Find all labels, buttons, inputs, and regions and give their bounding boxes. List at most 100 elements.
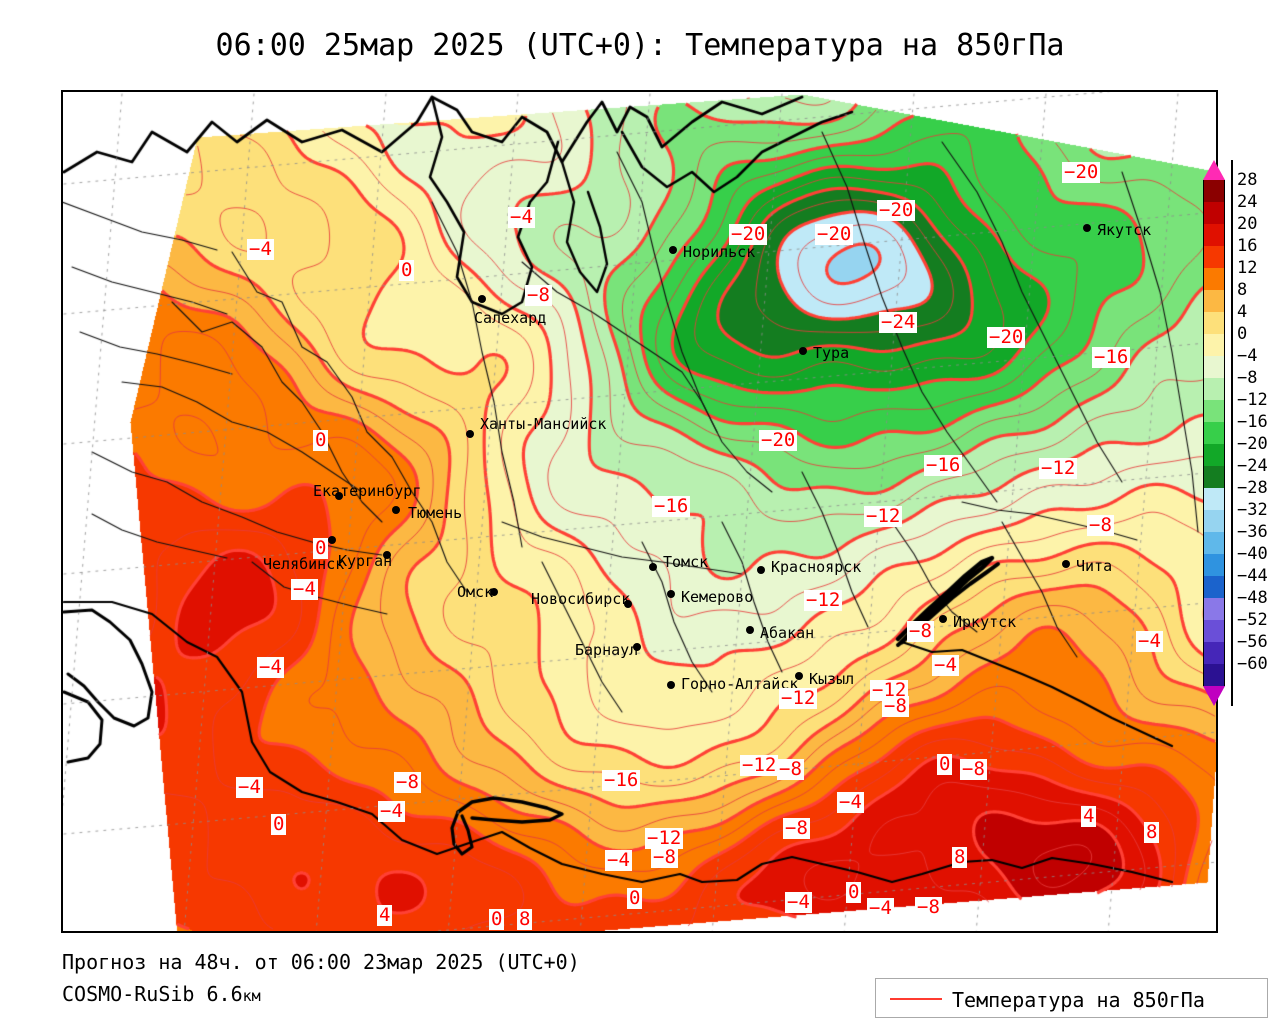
colorbar-tick--12: −12 <box>1237 390 1268 410</box>
contour-label: 8 <box>1144 821 1160 843</box>
colorbar-band-20 <box>1203 224 1225 246</box>
colorbar-band--32 <box>1203 510 1225 532</box>
contour-label: −4 <box>1136 630 1163 652</box>
colorbar-band--36 <box>1203 532 1225 554</box>
contour-label: −4 <box>837 791 864 813</box>
colorbar-band-8 <box>1203 290 1225 312</box>
city-label: Тура <box>813 344 850 362</box>
contour-label: −20 <box>877 199 916 221</box>
forecast-info: Прогноз на 48ч. от 06:00 23мар 2025 (UTC… <box>62 950 580 974</box>
contour-label: 0 <box>313 537 329 559</box>
colorbar-tick--36: −36 <box>1237 522 1268 542</box>
contour-label: 4 <box>377 904 393 926</box>
city-label: Тюмень <box>408 504 463 522</box>
city-dot-icon <box>667 590 675 598</box>
city-label: Курган <box>338 552 393 570</box>
colorbar-band--28 <box>1203 488 1225 510</box>
city-label: Норильск <box>683 243 756 261</box>
city-dot-icon <box>633 643 641 651</box>
colorbar-band-4 <box>1203 312 1225 334</box>
contour-label: 0 <box>937 753 953 775</box>
city-label: Абакан <box>760 624 815 642</box>
contour-label: −12 <box>804 589 843 611</box>
colorbar-tick-20: 20 <box>1237 214 1258 234</box>
colorbar-tick-8: 8 <box>1237 280 1248 300</box>
city-dot-icon <box>939 615 947 623</box>
city-dot-icon <box>392 506 400 514</box>
colorbar-band-28 <box>1203 180 1225 202</box>
contour-label: −4 <box>378 800 405 822</box>
contour-label: −4 <box>247 238 274 260</box>
colorbar-tick--52: −52 <box>1237 610 1268 630</box>
city-dot-icon <box>490 588 498 596</box>
city-label: Иркутск <box>953 613 1017 631</box>
colorbar-band--56 <box>1203 642 1225 664</box>
colorbar-tick--20: −20 <box>1237 434 1268 454</box>
colorbar-tick--24: −24 <box>1237 456 1268 476</box>
colorbar-band--20 <box>1203 444 1225 466</box>
contour-label: −20 <box>987 326 1026 348</box>
colorbar-tick-16: 16 <box>1237 236 1258 256</box>
city-dot-icon <box>383 551 391 559</box>
city-label: Кемерово <box>681 588 754 606</box>
colorbar-tick--48: −48 <box>1237 588 1268 608</box>
colorbar-under-arrow <box>1203 686 1225 706</box>
contour-label: −20 <box>759 429 798 451</box>
city-label: Барнаул <box>575 641 639 659</box>
contour-label: −16 <box>602 769 641 791</box>
contour-label: −4 <box>605 849 632 871</box>
model-info: COSMO-RuSib 6.6км <box>62 982 261 1006</box>
city-dot-icon <box>799 347 807 355</box>
contour-label: 0 <box>846 881 862 903</box>
city-label: Ханты-Мансийск <box>480 415 607 433</box>
contour-label: −8 <box>1087 514 1114 536</box>
city-dot-icon <box>669 246 677 254</box>
contour-label: −12 <box>779 687 818 709</box>
colorbar-over-arrow <box>1203 160 1225 180</box>
colorbar-tick--56: −56 <box>1237 632 1268 652</box>
contour-label: 0 <box>313 429 329 451</box>
legend-line-swatch <box>890 998 942 1000</box>
page-title: 06:00 25мар 2025 (UTC+0): Температура на… <box>215 28 1065 63</box>
colorbar-band--48 <box>1203 598 1225 620</box>
contour-label: −16 <box>1092 346 1131 368</box>
colorbar-tick--44: −44 <box>1237 566 1268 586</box>
colorbar-tick--28: −28 <box>1237 478 1268 498</box>
colorbar-tick--40: −40 <box>1237 544 1268 564</box>
colorbar-axis <box>1231 160 1233 706</box>
city-dot-icon <box>1083 224 1091 232</box>
colorbar-band--52 <box>1203 620 1225 642</box>
contour-label: −8 <box>394 771 421 793</box>
contour-label: −24 <box>879 311 918 333</box>
contour-label: 0 <box>271 813 287 835</box>
contour-label: −12 <box>864 505 903 527</box>
colorbar-tick--16: −16 <box>1237 412 1268 432</box>
temperature-map-canvas <box>63 92 1216 931</box>
city-dot-icon <box>649 563 657 571</box>
city-dot-icon <box>624 600 632 608</box>
contour-label: 4 <box>1081 805 1097 827</box>
contour-label: −4 <box>785 891 812 913</box>
colorbar-band--4 <box>1203 356 1225 378</box>
colorbar-band--60 <box>1203 664 1225 686</box>
colorbar-band-0 <box>1203 334 1225 356</box>
contour-label: 8 <box>517 908 533 930</box>
model-name: COSMO-RuSib 6.6 <box>62 982 243 1006</box>
contour-label: −16 <box>924 454 963 476</box>
city-label: Омск <box>457 583 494 601</box>
contour-label: −20 <box>1062 161 1101 183</box>
contour-label: −20 <box>729 223 768 245</box>
contour-label: −16 <box>652 495 691 517</box>
contour-label: −8 <box>783 817 810 839</box>
city-label: Томск <box>663 553 709 571</box>
city-label: Кызыл <box>809 670 855 688</box>
colorbar-tick--60: −60 <box>1237 654 1268 674</box>
contour-label: −4 <box>236 776 263 798</box>
contour-label: −4 <box>291 578 318 600</box>
city-dot-icon <box>466 430 474 438</box>
contour-label: −4 <box>867 897 894 919</box>
contour-label: −4 <box>257 656 284 678</box>
contour-label: −8 <box>960 758 987 780</box>
colorbar-band-12 <box>1203 268 1225 290</box>
city-label: Якутск <box>1097 221 1152 239</box>
